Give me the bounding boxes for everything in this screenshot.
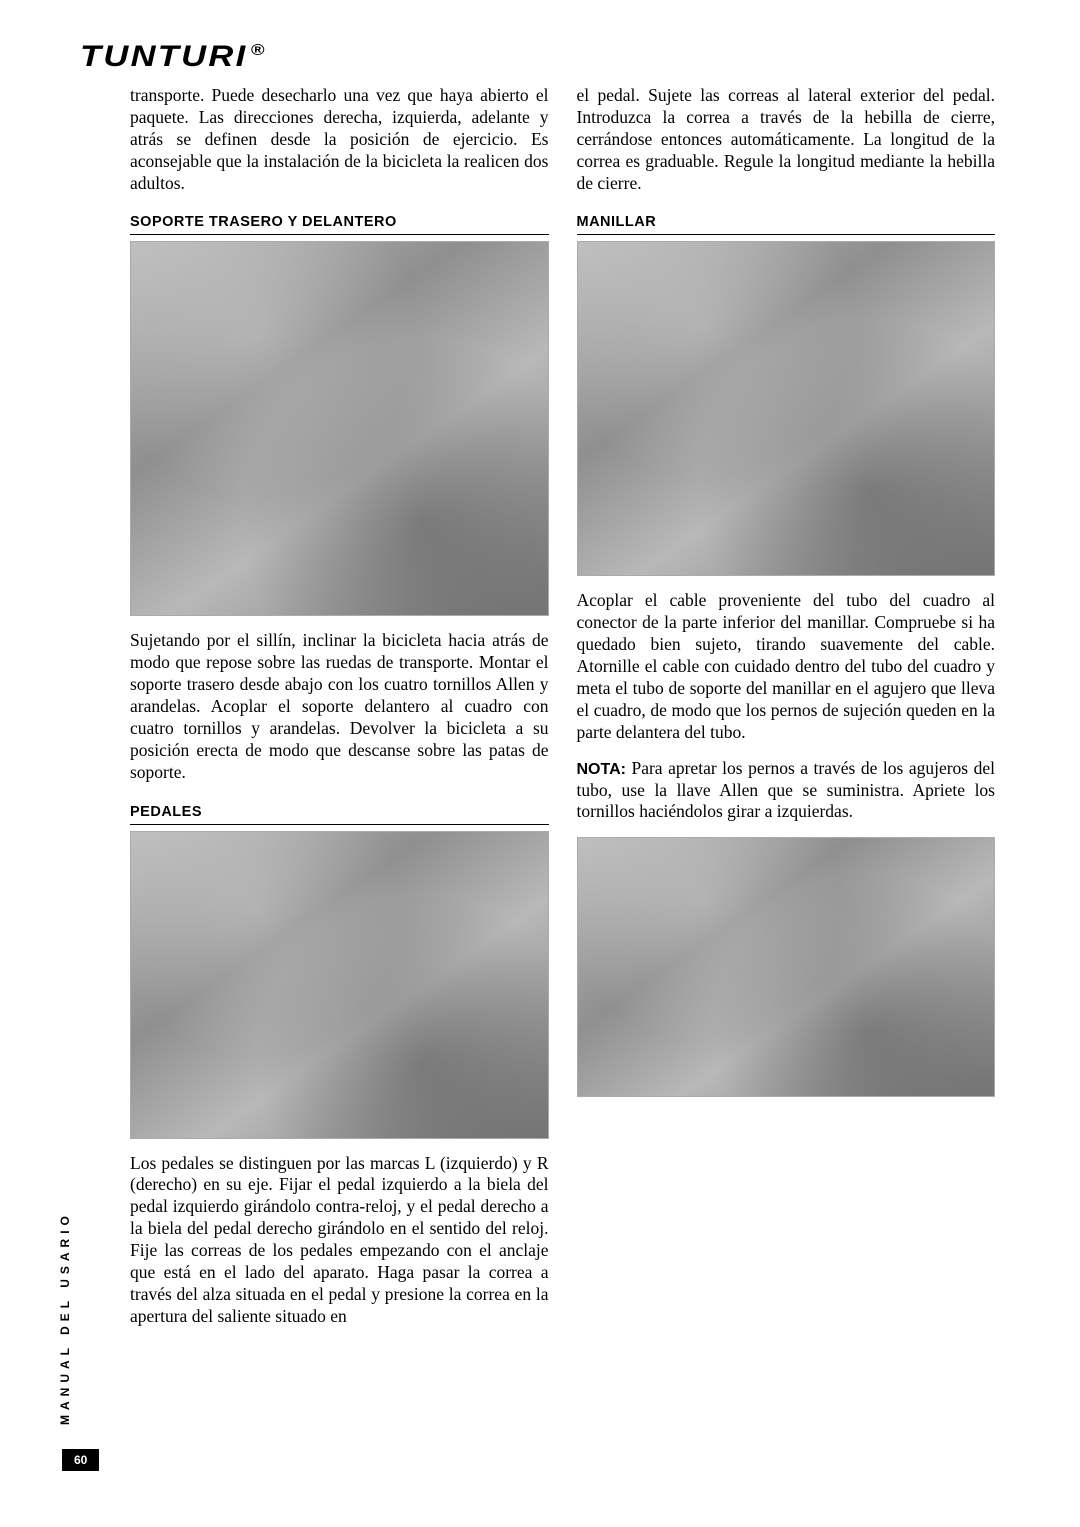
nota-label: NOTA: [577,761,626,778]
paragraph-pedales: Los pedales se distinguen por las marcas… [130,1153,549,1328]
brand-logo: TUNTURI® [80,40,267,74]
paragraph-manillar: Acoplar el cable proveniente del tubo de… [577,590,996,743]
heading-soporte: SOPORTE TRASERO Y DELANTERO [130,214,549,235]
nota-text: Para apretar los pernos a través de los … [577,758,996,822]
intro-paragraph-left: transporte. Puede desecharlo una vez que… [130,85,549,194]
page-content: transporte. Puede desecharlo una vez que… [130,85,995,1437]
figure-pedales [130,831,549,1139]
registered-mark: ® [251,42,267,59]
figure-soporte [130,241,549,616]
page-number: 60 [62,1449,99,1471]
heading-manillar: MANILLAR [577,214,996,235]
heading-pedales: PEDALES [130,804,549,825]
intro-paragraph-right: el pedal. Sujete las correas al lateral … [577,85,996,194]
side-label: MANUAL DEL USARIO [58,1211,72,1425]
paragraph-soporte: Sujetando por el sillín, inclinar la bic… [130,630,549,783]
right-column: el pedal. Sujete las correas al lateral … [577,85,996,1437]
brand-text: TUNTURI [80,40,248,73]
figure-allen [577,837,996,1097]
left-column: transporte. Puede desecharlo una vez que… [130,85,549,1437]
figure-manillar [577,241,996,576]
paragraph-nota: NOTA: Para apretar los pernos a través d… [577,758,996,824]
